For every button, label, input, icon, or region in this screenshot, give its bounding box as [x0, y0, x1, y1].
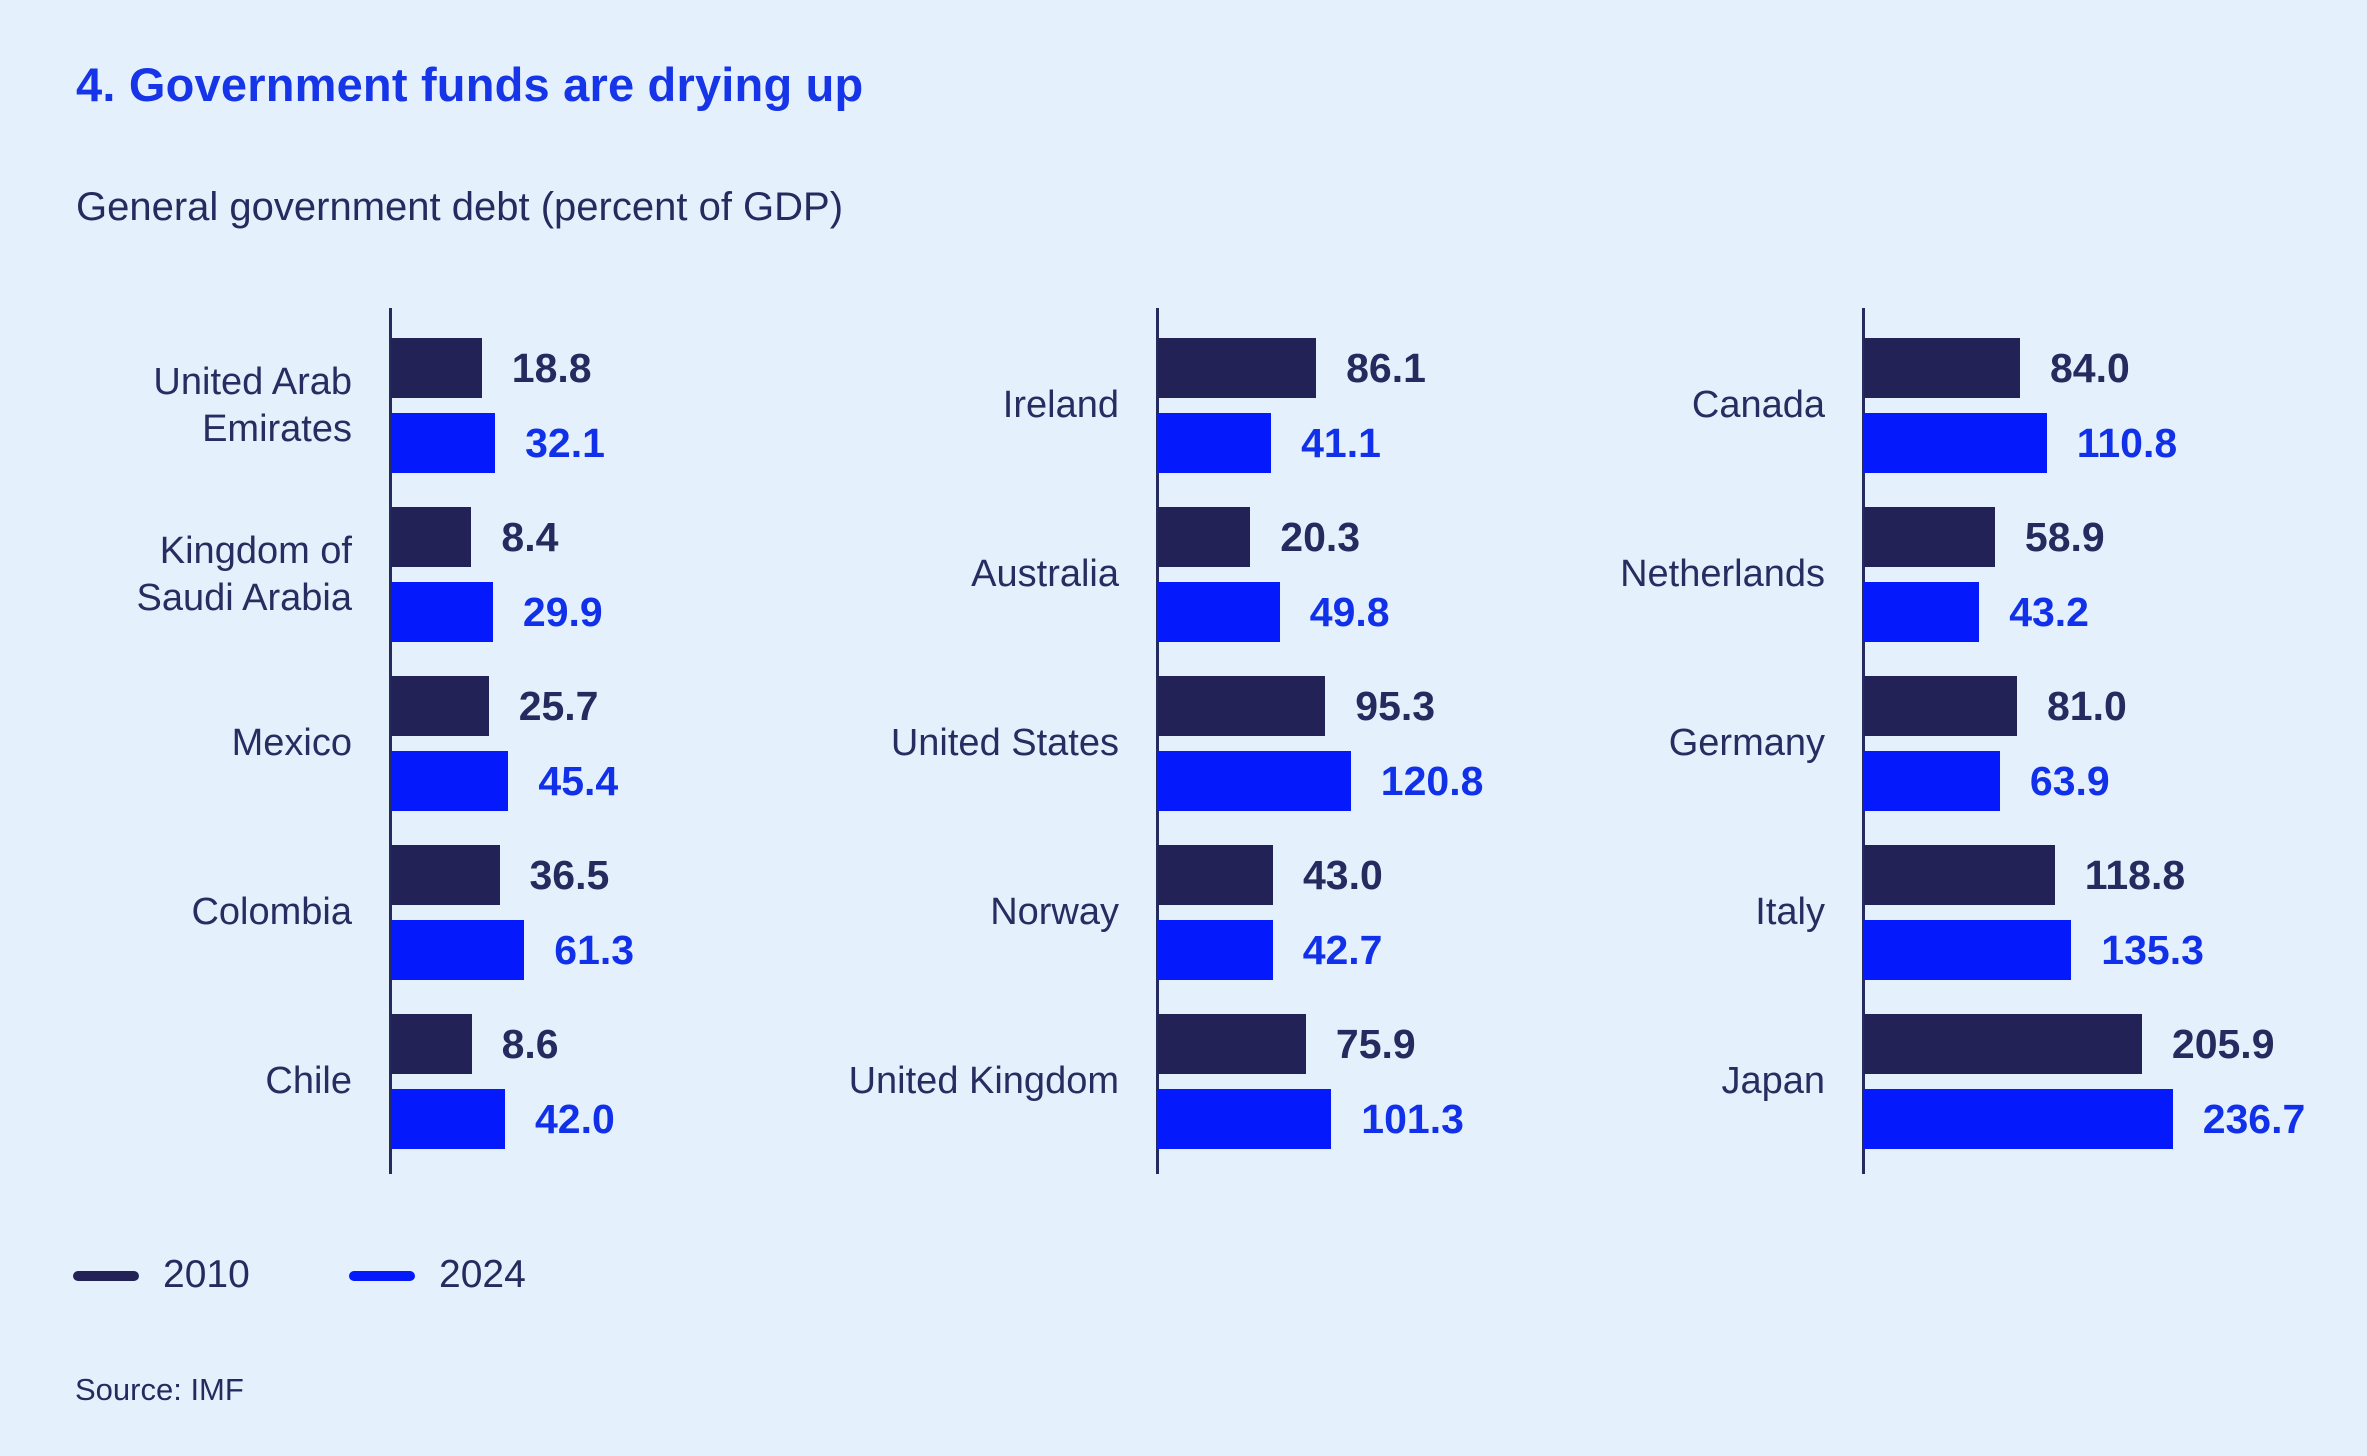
bar-2010 [1158, 676, 1326, 736]
bar-2010 [391, 507, 472, 567]
value-label-2024: 42.7 [1302, 927, 1383, 973]
value-label-2024: 42.0 [535, 1096, 615, 1142]
country-label: Ireland [1002, 384, 1119, 426]
value-label-2010: 205.9 [2171, 1021, 2275, 1067]
value-label-2010: 75.9 [1335, 1021, 1416, 1067]
bar-2010 [1864, 1014, 2142, 1074]
value-label-2024: 32.1 [525, 420, 605, 466]
bar-2010 [1158, 1014, 1306, 1074]
y-axis-line [1156, 308, 1159, 1174]
country-label: Netherlands [1620, 553, 1825, 595]
country-label: United States [890, 722, 1119, 764]
legend-label-2010: 2010 [163, 1253, 250, 1296]
value-label-2010: 84.0 [2050, 345, 2130, 391]
country-label: Kingdom of Saudi Arabia [136, 530, 353, 619]
country-label: Colombia [191, 891, 352, 933]
bar-2024 [1158, 920, 1273, 980]
legend-dash-2024 [349, 1271, 415, 1281]
value-label-2010: 25.7 [518, 683, 599, 729]
y-axis-line [1862, 308, 1865, 1174]
country-label: Canada [1691, 384, 1825, 426]
country-label: Norway [990, 891, 1119, 933]
value-label-2010: 95.3 [1355, 683, 1436, 729]
value-label-2024: 61.3 [554, 927, 635, 973]
bar-2024 [391, 1089, 505, 1149]
country-label: Australia [971, 553, 1119, 595]
value-label-2024: 41.1 [1301, 420, 1381, 466]
value-label-2024: 63.9 [2029, 758, 2110, 804]
value-label-2010: 18.8 [511, 345, 592, 391]
country-label: Chile [265, 1060, 352, 1102]
country-label: Japan [1721, 1060, 1825, 1102]
bar-2010 [1864, 507, 1995, 567]
bar-2010 [1864, 676, 2017, 736]
bar-2024 [1158, 751, 1351, 811]
value-label-2024: 29.9 [522, 589, 603, 635]
country-label: United Arab Emirates [153, 361, 352, 450]
legend-dash-2010 [73, 1271, 139, 1281]
value-label-2010: 8.4 [501, 514, 559, 560]
chart-subtitle: General government debt (percent of GDP) [76, 185, 844, 229]
page-title: 4. Government funds are drying up [76, 58, 864, 111]
value-label-2010: 43.0 [1303, 852, 1383, 898]
country-label: Italy [1755, 891, 1825, 933]
bar-2024 [1864, 1089, 2173, 1149]
value-label-2010: 36.5 [529, 852, 610, 898]
bar-2010 [1864, 845, 2055, 905]
bar-2024 [391, 751, 509, 811]
country-label: Mexico [231, 722, 352, 764]
value-label-2024: 45.4 [538, 758, 619, 804]
value-label-2024: 110.8 [2076, 420, 2178, 466]
value-label-2024: 135.3 [2101, 927, 2204, 973]
bar-2010 [1158, 338, 1317, 398]
value-label-2010: 81.0 [2047, 683, 2127, 729]
bar-2024 [391, 920, 525, 980]
country-label: Germany [1668, 722, 1825, 764]
bar-2010 [391, 845, 500, 905]
value-label-2024: 120.8 [1380, 758, 1484, 804]
bar-2024 [1864, 582, 1980, 642]
bar-2024 [1864, 413, 2047, 473]
bar-2024 [1158, 582, 1280, 642]
bar-2024 [1864, 751, 2000, 811]
bar-2010 [1158, 845, 1273, 905]
value-label-2024: 101.3 [1361, 1096, 1464, 1142]
bar-2010 [391, 338, 482, 398]
value-label-2010: 118.8 [2084, 852, 2186, 898]
y-axis-line [389, 308, 392, 1174]
source-note: Source: IMF [75, 1372, 244, 1407]
legend-label-2024: 2024 [439, 1253, 526, 1296]
bar-2024 [391, 413, 496, 473]
value-label-2010: 86.1 [1346, 345, 1426, 391]
value-label-2010: 8.6 [501, 1021, 559, 1067]
bar-2010 [1158, 507, 1251, 567]
bar-2024 [1864, 920, 2072, 980]
bar-2010 [391, 1014, 472, 1074]
bar-2024 [1158, 1089, 1332, 1149]
value-label-2024: 236.7 [2202, 1096, 2306, 1142]
bar-2010 [391, 676, 489, 736]
bar-2024 [391, 582, 493, 642]
country-label: United Kingdom [848, 1060, 1119, 1102]
value-label-2010: 58.9 [2024, 514, 2105, 560]
bar-2010 [1864, 338, 2020, 398]
value-label-2024: 43.2 [2009, 589, 2089, 635]
bar-2024 [1158, 413, 1272, 473]
value-label-2024: 49.8 [1309, 589, 1390, 635]
value-label-2010: 20.3 [1280, 514, 1361, 560]
